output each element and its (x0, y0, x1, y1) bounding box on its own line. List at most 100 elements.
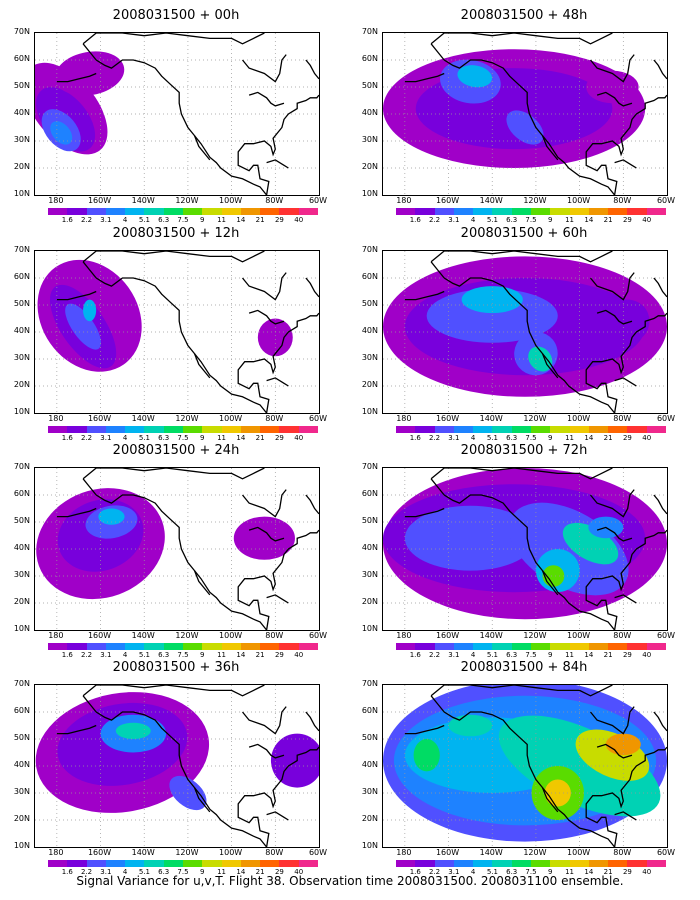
colorbar-label: 14 (584, 651, 594, 659)
coastline (56, 724, 97, 735)
longitude-label: 180 (396, 631, 412, 640)
colorbar-label: 6.3 (506, 651, 518, 659)
colorbar-swatch (550, 860, 570, 867)
variance-contour (270, 733, 319, 788)
longitude-label: 180 (48, 848, 64, 857)
variance-contour (257, 318, 293, 357)
latitude-label: 70N (361, 27, 378, 36)
colorbar-swatch (492, 643, 512, 650)
colorbar-label: 21 (255, 651, 265, 659)
colorbar-swatch (588, 643, 609, 650)
colorbar-label: 11 (565, 651, 575, 659)
colorbar-swatch (434, 426, 454, 433)
colorbar (48, 643, 318, 650)
map-panel: 2008031500 + 72h 70N 60N 50N 40N 30N 20N 10N 180… (348, 443, 675, 659)
colorbar-swatch (396, 426, 416, 433)
latitude-label: 30N (13, 353, 30, 362)
colorbar-swatch (511, 208, 531, 215)
coastline (237, 529, 319, 630)
colorbar-swatch (588, 860, 609, 867)
coastline (541, 135, 559, 161)
colorbar-swatch (588, 208, 609, 215)
colorbar-swatch (48, 643, 68, 650)
latitude-label: 50N (361, 81, 378, 90)
map-panel: 2008031500 + 00h 70N 60N 50N 40N 30N 20N 10N 180… (0, 8, 327, 224)
coastline (585, 312, 667, 413)
colorbar-label: 7.5 (525, 651, 537, 659)
colorbar (396, 208, 666, 215)
colorbar-swatch (202, 643, 222, 650)
colorbar-label: 4 (470, 868, 476, 876)
colorbar-label: 4 (122, 434, 128, 442)
coastline (653, 494, 667, 515)
colorbar-label: 40 (294, 651, 304, 659)
colorbar-swatch (279, 643, 299, 650)
panel-title: 2008031500 + 36h (112, 660, 240, 675)
colorbar-swatch (608, 426, 628, 433)
variance-contour (413, 739, 440, 772)
colorbar-label: 29 (622, 868, 632, 876)
map-plot (34, 467, 320, 631)
colorbar-label: 40 (294, 868, 304, 876)
colorbar-swatch (588, 426, 609, 433)
map-svg (383, 33, 667, 195)
colorbar-label: 14 (236, 434, 246, 442)
map-svg (35, 33, 319, 195)
longitude-label: 120W (523, 631, 547, 640)
longitude-label: 140W (131, 631, 155, 640)
longitude-label: 180 (48, 631, 64, 640)
longitude-label: 80W (265, 414, 284, 423)
longitude-label: 100W (219, 631, 243, 640)
colorbar-label: 6.3 (158, 434, 170, 442)
colorbar-label: 40 (294, 434, 304, 442)
panel-title: 2008031500 + 00h (112, 8, 240, 23)
colorbar-label: 5.1 (138, 434, 150, 442)
colorbar-swatch (240, 208, 261, 215)
coastline (82, 261, 268, 413)
colorbar-label: 9 (200, 434, 205, 442)
colorbar-swatch (105, 860, 126, 867)
latitude-label: 40N (361, 108, 378, 117)
colorbar-label: 9 (200, 651, 205, 659)
latitude-label: 40N (361, 543, 378, 552)
latitude-label: 50N (361, 733, 378, 742)
colorbar-label: 2.2 (80, 216, 93, 224)
colorbar-label: 1.6 (409, 868, 421, 876)
colorbar-swatch (260, 643, 280, 650)
longitude-label: 120W (523, 414, 547, 423)
coastline (56, 72, 97, 83)
colorbar-swatch (492, 860, 512, 867)
colorbar-label: 21 (603, 216, 613, 224)
colorbar-swatch (530, 426, 551, 433)
panel-title: 2008031500 + 12h (112, 226, 240, 241)
coastline (404, 290, 445, 301)
latitude-label: 20N (13, 597, 30, 606)
coastline (430, 43, 616, 195)
coastline (241, 272, 287, 301)
colorbar-swatch (434, 643, 454, 650)
colorbar-swatch (67, 426, 87, 433)
coastline (193, 353, 211, 379)
colorbar-label: 3.1 (100, 868, 112, 876)
colorbar-label: 21 (603, 868, 613, 876)
colorbar-label: 29 (622, 216, 632, 224)
colorbar-swatch (627, 208, 647, 215)
colorbar-swatch (473, 208, 493, 215)
colorbar-label: 4 (122, 216, 128, 224)
coastline (237, 746, 319, 847)
latitude-label: 40N (13, 543, 30, 552)
colorbar (48, 860, 318, 867)
variance-contour (542, 565, 565, 587)
longitude-label: 100W (219, 414, 243, 423)
map-plot (382, 684, 668, 848)
longitude-label: 140W (479, 631, 503, 640)
latitude-label: 10N (361, 407, 378, 416)
longitude-label: 160W (435, 196, 460, 205)
panel-title: 2008031500 + 72h (460, 443, 588, 458)
colorbar-swatch (105, 208, 126, 215)
latitude-label: 20N (13, 380, 30, 389)
colorbar-label: 11 (565, 434, 575, 442)
longitude-label: 160W (87, 414, 112, 423)
colorbar-swatch (163, 643, 183, 650)
map-panel: 2008031500 + 48h 70N 60N 50N 40N 30N 20N 10N 180… (348, 8, 675, 224)
